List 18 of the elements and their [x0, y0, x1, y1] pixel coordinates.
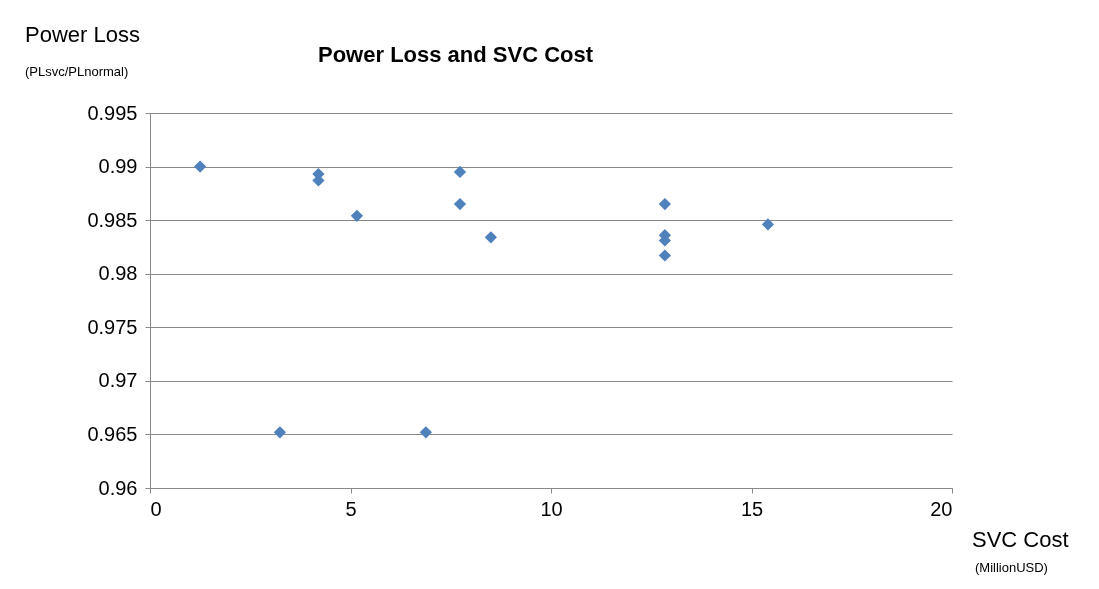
x-axis-title: SVC Cost [972, 527, 1069, 552]
x-tick-label: 15 [740, 497, 764, 520]
y-tick-label: 0.98 [98, 262, 138, 285]
x-tick-label: 10 [540, 497, 563, 520]
y-tick-label: 0.975 [87, 315, 138, 338]
y-tick-label: 0.96 [98, 476, 138, 499]
y-axis-title: Power Loss [25, 22, 140, 47]
chart-title: Power Loss and SVC Cost [318, 42, 594, 67]
x-tick-label: 20 [930, 497, 953, 520]
y-tick-label: 0.97 [98, 369, 138, 392]
y-tick-label: 0.99 [98, 155, 138, 178]
y-tick-label: 0.995 [87, 101, 138, 124]
y-tick-label: 0.985 [87, 208, 138, 231]
x-tick-label: 5 [345, 497, 357, 520]
x-tick-label: 0 [150, 497, 162, 520]
text: (MillionUSD) [975, 560, 1048, 575]
text: (PLsvc/PLnormal) [25, 64, 129, 79]
y-tick-label: 0.965 [87, 422, 138, 445]
